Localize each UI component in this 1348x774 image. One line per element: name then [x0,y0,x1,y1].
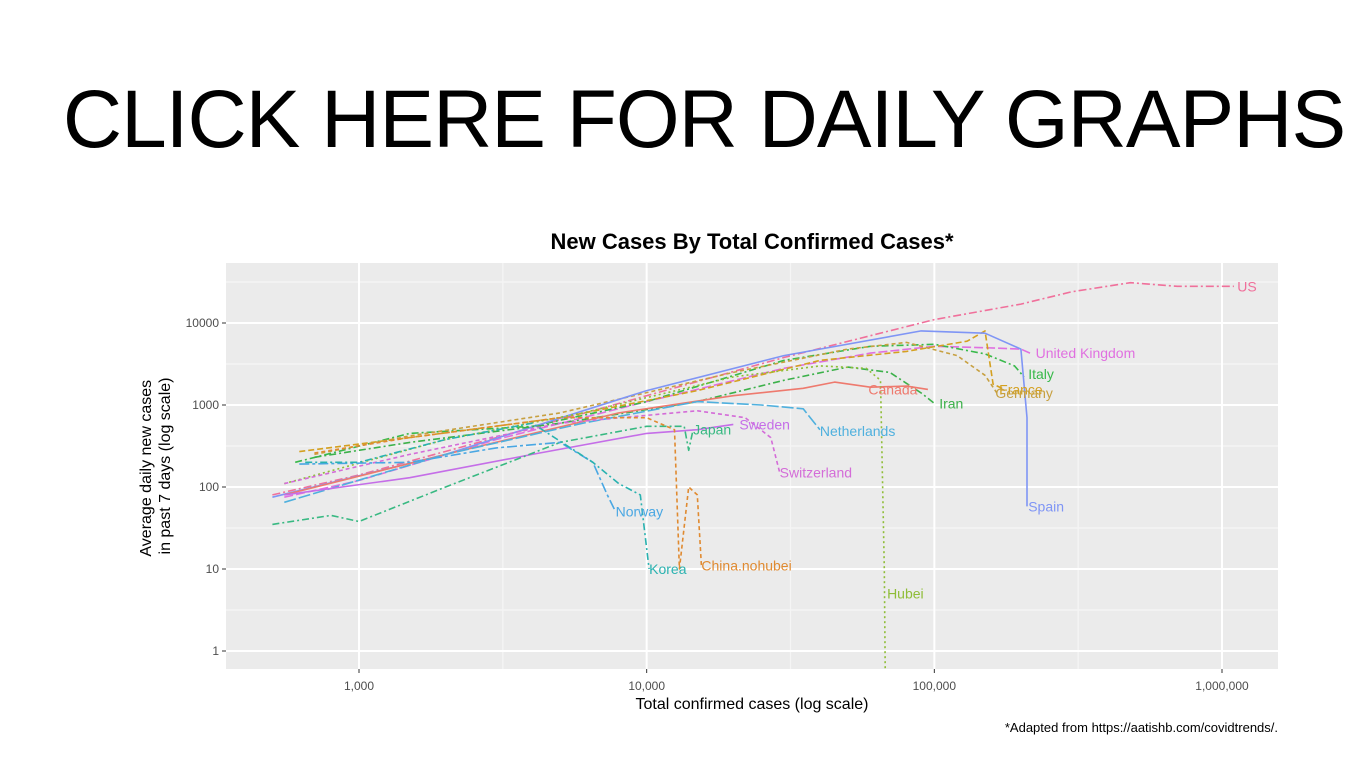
series-label-netherlands: Netherlands [820,423,896,439]
y-tick-label: 10 [206,562,220,576]
tick-layer: 1,000 10,000 100,000 1,000,000 1 10 100 1000 100… [186,316,1249,693]
series-line-norway [299,441,617,513]
series-line-france [299,330,1005,453]
daily-graphs-link[interactable]: CLICK HERE FOR DAILY GRAPHS [62,74,1346,165]
series-label-korea: Korea [649,561,687,577]
x-axis-title: Total confirmed cases (log scale) [636,696,869,713]
y-axis-title: Average daily new cases in past 7 days (… [138,375,174,556]
series-label-china-nohubei: China.nohubei [701,558,791,574]
y-tick-label: 10000 [186,316,220,330]
x-tick-label: 1,000 [344,679,374,693]
series-label-switzerland: Switzerland [780,465,852,481]
y-tick-label: 1000 [192,398,219,412]
series-label-sweden: Sweden [739,416,790,432]
x-tick-label: 100,000 [913,679,957,693]
series-label-norway: Norway [616,504,663,520]
series-label-canada: Canada [868,381,917,397]
x-tick-label: 10,000 [628,679,665,693]
series-line-germany [314,341,998,456]
series-label-hubei: Hubei [887,586,924,602]
series-label-japan: Japan [693,422,731,438]
series-line-sweden [284,423,734,496]
y-axis-title-line-2: in past 7 days (log scale) [157,378,174,555]
series-line-china-nohubei [314,416,703,570]
series-line-italy [295,343,1025,464]
series-line-switzerland [284,409,781,485]
x-tick-label: 1,000,000 [1195,679,1249,693]
chart-title: New Cases By Total Confirmed Cases* [550,229,953,254]
y-tick-label: 1 [212,644,219,658]
series-line-netherlands [284,400,821,504]
source-footnote: *Adapted from https://aatishb.com/covidt… [1005,720,1278,735]
series-label-us: US [1237,278,1256,294]
y-tick-label: 100 [199,480,219,494]
series-label-spain: Spain [1028,498,1064,514]
series-label-united-kingdom: United Kingdom [1036,345,1136,361]
series-label-italy: Italy [1028,366,1054,382]
series-label-iran: Iran [939,395,963,411]
y-axis-title-line-1: Average daily new cases [138,380,155,557]
series-label-germany: Germany [995,385,1053,401]
series-label-france: France [999,381,1043,397]
series-line-us [272,281,1234,496]
series-layer [272,281,1234,670]
